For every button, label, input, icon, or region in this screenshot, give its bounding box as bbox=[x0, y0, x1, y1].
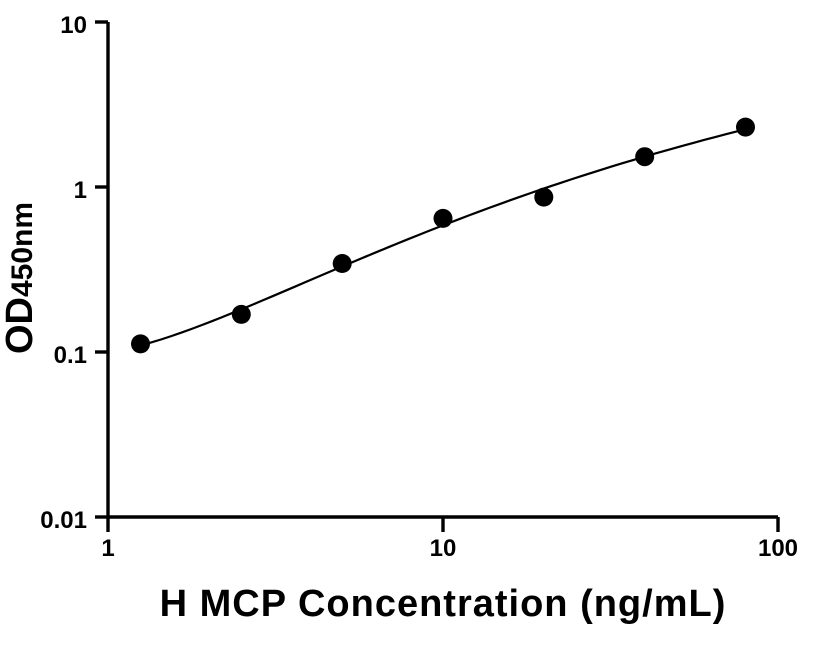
svg-text:OD450nm: OD450nm bbox=[0, 202, 41, 354]
svg-text:100: 100 bbox=[758, 535, 798, 562]
svg-text:0.01: 0.01 bbox=[40, 507, 87, 534]
svg-text:10: 10 bbox=[430, 535, 457, 562]
svg-text:1: 1 bbox=[101, 535, 114, 562]
svg-text:1: 1 bbox=[74, 177, 87, 204]
svg-text:10: 10 bbox=[60, 12, 87, 39]
svg-text:0.1: 0.1 bbox=[54, 342, 87, 369]
